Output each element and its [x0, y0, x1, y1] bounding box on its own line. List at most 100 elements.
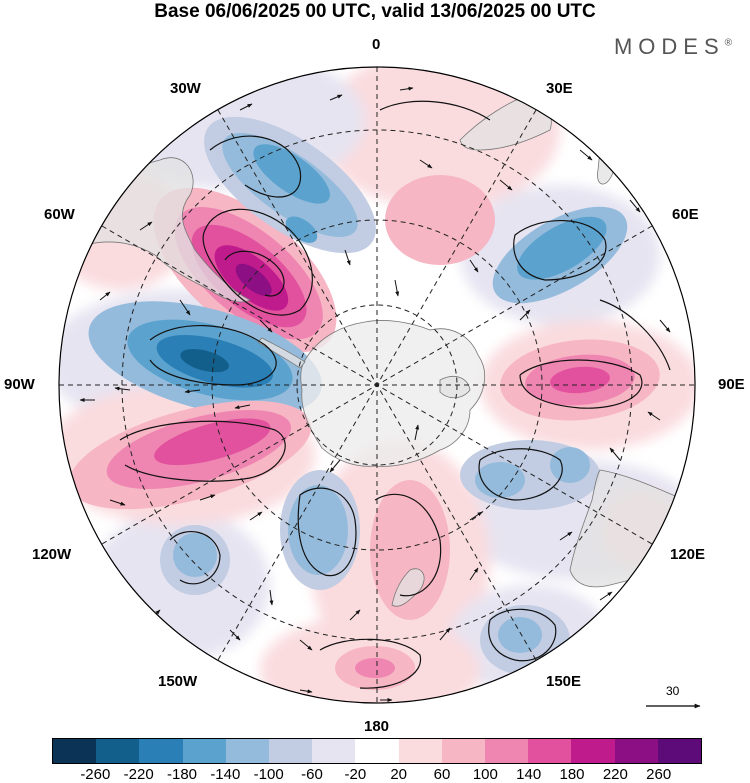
- negative-anomaly-left: [88, 301, 322, 417]
- colorbar-tick-label: 20: [390, 766, 407, 783]
- colorbar-bin: [53, 739, 97, 763]
- colorbar-tick-label: 180: [559, 766, 585, 783]
- wind-arrow: [199, 494, 216, 501]
- anomaly-contour: [385, 175, 495, 265]
- wind-arrow: [329, 459, 341, 473]
- wind-arrow: [299, 639, 313, 651]
- colorbar-tick-label: 220: [602, 766, 628, 783]
- kerguelen-plateau: [439, 376, 471, 399]
- wind-arrow: [259, 319, 273, 333]
- wind-arrow: [609, 447, 621, 461]
- colorbar-tick-label: 140: [516, 766, 542, 783]
- colorbar-tick-label: -220: [123, 766, 154, 783]
- label-0: 0: [372, 36, 381, 53]
- anomaly-contour: [475, 462, 525, 498]
- map-border: [58, 66, 696, 704]
- anomaly-contour: [154, 418, 271, 466]
- label-60e: 60E: [672, 206, 699, 223]
- streamline: [478, 448, 563, 501]
- modes-logo: MODES®: [614, 34, 732, 60]
- anomaly-field: [59, 67, 695, 703]
- wind-arrow: [139, 221, 153, 231]
- anomaly-contour: [285, 216, 318, 243]
- anomaly-contour: [517, 216, 607, 280]
- colorbar-tick-label: -20: [344, 766, 367, 783]
- colorbar-bin: [269, 739, 313, 763]
- streamline: [319, 638, 422, 689]
- africa: [459, 94, 552, 151]
- colorbar-tick-label: -180: [166, 766, 198, 783]
- streamline: [119, 420, 286, 482]
- colorbar-bin: [398, 739, 442, 763]
- wind-arrow: [519, 309, 531, 321]
- colorbar-tick-label: -100: [253, 766, 284, 783]
- colorbar-bin: [485, 739, 529, 763]
- anomaly-contour: [173, 533, 217, 577]
- wind-arrow: [469, 567, 479, 581]
- brand-text: MODES: [613, 34, 725, 59]
- antarctic-peninsula: [257, 337, 306, 369]
- new-zealand: [391, 568, 425, 607]
- wind-arrow: [647, 411, 661, 421]
- positive-anomaly-left: [68, 400, 312, 510]
- wind-arrow: [349, 609, 361, 621]
- colorbar-tick-label: 60: [433, 766, 451, 783]
- streamlines: [119, 100, 671, 689]
- label-30w: 30W: [170, 80, 201, 97]
- label-180: 180: [364, 718, 390, 735]
- map-title: Base 06/06/2025 00 UTC, valid 13/06/2025…: [154, 1, 596, 22]
- anomaly-contour: [288, 485, 348, 575]
- streamline: [599, 299, 671, 371]
- colorbar-tick-label: 260: [646, 766, 672, 783]
- label-120w: 120W: [32, 546, 72, 563]
- colorbar-bin: [528, 739, 572, 763]
- anomaly-contour: [180, 349, 229, 373]
- colorbar-tick-label: -260: [80, 766, 111, 783]
- wind-arrow: [114, 386, 131, 391]
- label-150e: 150E: [546, 673, 582, 690]
- wind-arrow: [234, 404, 251, 410]
- anomaly-contour: [550, 447, 590, 483]
- graticule: [59, 67, 695, 703]
- wind-arrow: [559, 531, 573, 541]
- positive-anomaly-upper-left: [153, 187, 337, 353]
- colorbar-tick-label: -60: [301, 766, 323, 783]
- anomaly-contour: [550, 366, 610, 394]
- label-90w: 90W: [4, 376, 35, 393]
- colorbar-bin: [96, 739, 140, 763]
- wind-arrow: [299, 689, 313, 694]
- wind-arrow: [579, 149, 593, 161]
- wind-arrow: [109, 499, 126, 506]
- colorbar-bin: [139, 739, 183, 763]
- wind-arrow: [629, 199, 641, 213]
- streamline: [519, 359, 643, 409]
- streamline: [169, 531, 221, 585]
- label-90e: 90E: [718, 376, 745, 393]
- wind-arrow: [499, 179, 513, 191]
- streamline: [374, 493, 442, 597]
- label-60w: 60W: [44, 206, 75, 223]
- streamline: [513, 219, 607, 281]
- wind-vectors: [79, 86, 671, 702]
- wind-arrow: [414, 424, 420, 441]
- wind-arrow: [399, 86, 414, 91]
- label-120e: 120E: [670, 546, 706, 563]
- colorbar-bin: [571, 739, 615, 763]
- wind-arrow: [229, 629, 241, 641]
- anomaly-contour: [498, 617, 542, 653]
- wind-arrow: [269, 589, 274, 606]
- wind-arrow: [329, 94, 343, 101]
- antarctica: [300, 320, 485, 467]
- colorbar-bin: [657, 739, 702, 763]
- wind-arrow: [344, 249, 351, 266]
- meridian-60e-120w: [101, 225, 653, 545]
- colorbar-tick-label: 100: [472, 766, 498, 783]
- reference-vector-label: 30: [666, 684, 680, 698]
- streamline: [149, 325, 277, 386]
- streamline: [202, 208, 313, 316]
- streamline: [379, 100, 491, 121]
- label-150w: 150W: [158, 673, 198, 690]
- label-30e: 30E: [546, 80, 573, 97]
- colorbar-bin: [355, 739, 399, 763]
- streamline: [488, 608, 557, 662]
